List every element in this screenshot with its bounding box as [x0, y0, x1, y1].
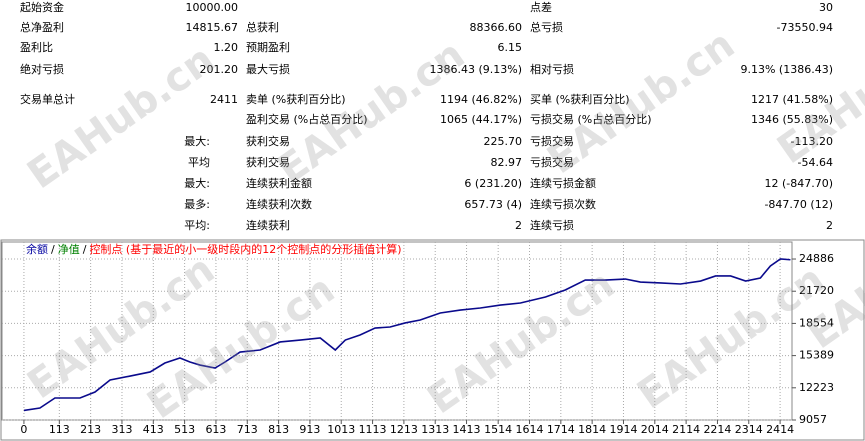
stat-value3: -73550.94 — [777, 21, 833, 34]
x-tick-label: 213 — [80, 423, 101, 436]
stat-value3: 12 (-847.70) — [764, 177, 833, 190]
stat-value2: 6 (231.20) — [464, 177, 522, 190]
y-tick-label: 24886 — [799, 252, 834, 265]
x-tick-label: 2014 — [641, 423, 669, 436]
stat-label: 绝对亏损 — [20, 62, 64, 76]
stat-label2: 总获利 — [246, 20, 279, 34]
plot-area — [1, 241, 793, 421]
x-tick-label: 1013 — [327, 423, 355, 436]
stat-value3: -54.64 — [798, 156, 833, 169]
stat-value2: 2 — [515, 219, 522, 232]
stat-label3: 亏损交易 (%占总百分比) — [530, 112, 652, 126]
x-tick-label: 1313 — [421, 423, 449, 436]
stat-label3: 买单 (%获利百分比) — [530, 93, 630, 106]
x-tick-label: 813 — [268, 423, 289, 436]
stat-label2: 盈利交易 (%占总百分比) — [246, 112, 368, 126]
balance-line — [23, 258, 791, 412]
stat-label3: 连续亏损 — [530, 218, 574, 232]
stat-value: 1.20 — [214, 41, 239, 54]
x-tick-label: 913 — [299, 423, 320, 436]
stat-label2: 预期盈利 — [246, 41, 290, 54]
stat-label: 盈利比 — [20, 41, 53, 54]
stat-value3: -113.20 — [791, 135, 833, 148]
x-tick-label: 513 — [174, 423, 195, 436]
legend-separator: / — [83, 243, 87, 256]
stat-value3: -847.70 (12) — [764, 198, 833, 211]
x-tick-label: 613 — [205, 423, 226, 436]
x-tick-label: 413 — [143, 423, 164, 436]
stat-value2: 1386.43 (9.13%) — [429, 63, 522, 76]
x-tick-label: 2114 — [672, 423, 700, 436]
stat-label2: 连续获利 — [246, 218, 290, 232]
x-tick-label: 2314 — [735, 423, 763, 436]
stat-sublabel: 最多: — [184, 197, 210, 211]
y-tick-label: 9057 — [799, 413, 827, 426]
stat-value3: 9.13% (1386.43) — [740, 63, 833, 76]
x-tick-label: 2214 — [703, 423, 731, 436]
stat-label3: 点差 — [530, 0, 552, 14]
stat-sublabel: 最大: — [184, 134, 210, 148]
stat-label2: 获利交易 — [246, 155, 290, 169]
legend-item: 余额 — [26, 242, 48, 256]
stat-label3: 连续亏损次数 — [530, 197, 596, 211]
stat-label3: 连续亏损金额 — [530, 176, 596, 190]
stat-sublabel: 最大: — [184, 176, 210, 190]
chart-frame — [0, 239, 865, 441]
stat-label: 起始资金 — [20, 0, 64, 14]
x-tick-label: 1213 — [390, 423, 418, 436]
stat-label2: 最大亏损 — [246, 62, 290, 76]
stat-value: 14815.67 — [186, 21, 239, 34]
y-tick-label: 18554 — [799, 316, 834, 329]
x-tick-label: 713 — [237, 423, 258, 436]
stat-value3: 30 — [819, 1, 833, 14]
x-tick-label: 1714 — [547, 423, 575, 436]
x-tick-label: 1614 — [516, 423, 544, 436]
stat-value2: 225.70 — [484, 135, 523, 148]
legend-item: 净值 — [58, 242, 80, 256]
stat-sublabel: 平均 — [188, 156, 210, 169]
stat-value2: 657.73 (4) — [464, 198, 522, 211]
x-tick-label: 1814 — [578, 423, 606, 436]
stat-label2: 连续获利次数 — [246, 197, 312, 211]
stat-value3: 1217 (41.58%) — [751, 93, 833, 106]
stat-value2: 82.97 — [491, 156, 523, 169]
stat-value3: 1346 (55.83%) — [751, 113, 833, 126]
x-tick-label: 1413 — [453, 423, 481, 436]
x-tick-label: 1113 — [359, 423, 387, 436]
x-tick-label: 313 — [111, 423, 132, 436]
stat-value: 10000.00 — [186, 1, 239, 14]
stat-label2: 卖单 (%获利百分比) — [246, 93, 346, 106]
stat-label3: 亏损交易 — [530, 155, 574, 169]
watermark: EAHub.cn — [19, 36, 223, 198]
stat-label3: 相对亏损 — [530, 62, 574, 76]
legend-separator: / — [51, 243, 55, 256]
legend-item: 控制点 (基于最近的小一级时段内的12个控制点的分形插值计算) — [89, 242, 401, 256]
stat-value2: 88366.60 — [470, 21, 523, 34]
y-tick-label: 12223 — [799, 381, 834, 394]
x-tick-label: 1514 — [484, 423, 512, 436]
stat-value: 201.20 — [200, 63, 239, 76]
stat-label: 交易单总计 — [20, 92, 75, 106]
x-tick-label: 113 — [49, 423, 70, 436]
x-tick-label: 0 — [20, 423, 27, 436]
stat-value3: 2 — [826, 219, 833, 232]
stat-value2: 1194 (46.82%) — [440, 93, 522, 106]
x-tick-label: 1914 — [609, 423, 637, 436]
stat-value: 2411 — [210, 93, 238, 106]
stat-value2: 6.15 — [498, 41, 523, 54]
stat-label3: 总亏损 — [530, 20, 563, 34]
x-tick-label: 2414 — [766, 423, 794, 436]
stat-label2: 连续获利金额 — [246, 176, 312, 190]
stat-label2: 获利交易 — [246, 134, 290, 148]
y-tick-label: 15389 — [799, 349, 834, 362]
stat-value2: 1065 (44.17%) — [440, 113, 522, 126]
legend: 余额 / 净值 / 控制点 (基于最近的小一级时段内的12个控制点的分形插值计算) — [26, 242, 402, 256]
y-tick-label: 21720 — [799, 284, 834, 297]
stat-label: 总净盈利 — [20, 20, 64, 34]
stat-sublabel: 平均: — [184, 219, 210, 232]
stat-label3: 亏损交易 — [530, 134, 574, 148]
